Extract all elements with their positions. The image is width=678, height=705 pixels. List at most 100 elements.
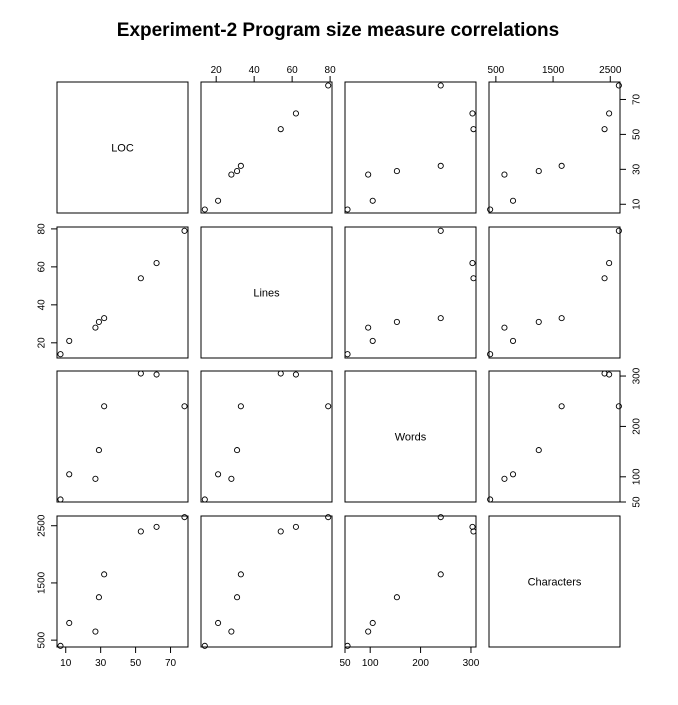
data-point-characters-vs-words-4: [437, 571, 444, 578]
data-point-characters-vs-loc-3: [95, 594, 102, 601]
bottom-tick-label-2-2: 200: [412, 658, 429, 669]
data-point-characters-vs-loc-0: [57, 642, 64, 649]
data-point-lines-vs-words-0: [344, 351, 351, 358]
variable-label-characters: Characters: [528, 577, 582, 589]
right-tick-label-2-0: 50: [632, 496, 643, 508]
data-point-loc-vs-characters-4: [558, 162, 565, 169]
top-tick-label-3-2: 2500: [599, 65, 622, 76]
panel-1-1: [200, 226, 333, 359]
data-point-characters-vs-lines-6: [292, 523, 299, 530]
data-point-characters-vs-words-1: [369, 619, 376, 627]
bottom-tick-label-2-1: 100: [362, 658, 379, 669]
data-point-characters-vs-lines-3: [234, 594, 241, 601]
data-point-loc-vs-characters-5: [601, 126, 608, 133]
top-tick-label-1-1: 40: [249, 65, 261, 76]
right-tick-label-0-1: 30: [632, 163, 643, 175]
panel-0-0: [56, 81, 189, 214]
data-point-lines-vs-characters-6: [606, 260, 613, 267]
data-point-words-vs-characters-4: [558, 403, 565, 410]
data-point-characters-vs-words-3: [393, 594, 400, 601]
panel-3-1: [200, 515, 333, 648]
data-point-lines-vs-characters-5: [601, 275, 608, 282]
data-point-words-vs-lines-2: [228, 475, 235, 482]
data-point-characters-vs-loc-1: [66, 619, 73, 627]
data-point-loc-vs-lines-5: [277, 126, 284, 133]
bottom-tick-label-2-3: 300: [463, 658, 480, 669]
data-point-characters-vs-lines-2: [228, 628, 235, 635]
chart-title: Experiment-2 Program size measure correl…: [117, 20, 559, 41]
data-point-loc-vs-characters-3: [535, 168, 542, 175]
panel-1-0: [56, 226, 189, 359]
data-point-words-vs-lines-0: [201, 496, 208, 503]
panel-2-1: [200, 370, 333, 503]
variable-label-words: Words: [395, 432, 427, 444]
data-point-lines-vs-words-5: [470, 275, 477, 282]
panel-2-2: [344, 370, 477, 503]
variable-label-lines: Lines: [253, 288, 280, 300]
data-point-words-vs-loc-7: [181, 403, 188, 410]
left-tick-label-3-2: 2500: [37, 514, 48, 537]
right-tick-label-0-2: 50: [632, 128, 643, 140]
data-point-lines-vs-characters-3: [535, 318, 542, 325]
left-tick-label-1-0: 20: [37, 337, 48, 349]
data-point-lines-vs-characters-4: [558, 315, 565, 322]
data-point-words-vs-characters-7: [615, 403, 622, 410]
left-tick-label-3-0: 500: [37, 631, 48, 648]
right-tick-label-0-0: 10: [632, 198, 643, 210]
data-point-loc-vs-characters-2: [501, 171, 508, 178]
top-tick-label-1-3: 80: [325, 65, 337, 76]
data-point-loc-vs-characters-0: [487, 206, 494, 213]
data-point-characters-vs-words-5: [470, 528, 477, 535]
data-point-words-vs-loc-6: [153, 371, 160, 378]
data-point-loc-vs-words-4: [437, 162, 444, 169]
data-point-loc-vs-words-5: [470, 126, 477, 133]
data-point-loc-vs-lines-2: [228, 171, 235, 178]
data-point-loc-vs-words-0: [344, 206, 351, 213]
data-point-words-vs-characters-2: [501, 475, 508, 482]
data-point-loc-vs-lines-4: [237, 162, 244, 169]
data-point-characters-vs-words-6: [469, 523, 476, 530]
data-point-lines-vs-characters-0: [487, 351, 494, 358]
data-point-lines-vs-loc-0: [57, 351, 64, 358]
right-tick-label-2-3: 300: [632, 367, 643, 384]
data-point-loc-vs-lines-1: [215, 197, 222, 204]
data-point-words-vs-lines-5: [277, 370, 284, 377]
data-point-characters-vs-loc-4: [101, 571, 108, 578]
bottom-tick-label-0-3: 70: [165, 658, 177, 669]
data-point-lines-vs-words-7: [437, 227, 444, 234]
data-point-words-vs-characters-0: [487, 496, 494, 503]
data-point-words-vs-loc-1: [66, 471, 73, 478]
top-tick-label-1-2: 60: [287, 65, 299, 76]
data-point-loc-vs-lines-7: [325, 82, 332, 89]
data-point-lines-vs-words-1: [369, 337, 376, 344]
data-point-characters-vs-words-7: [437, 514, 444, 521]
top-tick-label-3-0: 500: [488, 65, 505, 76]
right-tick-label-0-3: 70: [632, 93, 643, 105]
panel-1-2: [344, 226, 477, 359]
variable-label-loc: LOC: [111, 143, 134, 155]
data-point-characters-vs-lines-0: [201, 642, 208, 649]
data-point-words-vs-characters-3: [535, 447, 542, 454]
data-point-loc-vs-words-6: [469, 110, 476, 117]
left-tick-label-3-1: 1500: [37, 571, 48, 594]
data-point-words-vs-lines-4: [237, 403, 244, 410]
data-point-characters-vs-words-0: [344, 642, 351, 649]
panel-3-3: [488, 515, 621, 648]
panel-0-1: [200, 81, 333, 214]
data-point-lines-vs-loc-4: [101, 315, 108, 322]
data-point-lines-vs-characters-1: [509, 337, 517, 344]
data-point-loc-vs-characters-1: [509, 197, 517, 204]
data-point-loc-vs-characters-6: [606, 110, 613, 117]
data-point-lines-vs-loc-2: [92, 324, 99, 331]
data-point-lines-vs-words-2: [365, 324, 372, 331]
data-point-characters-vs-loc-2: [92, 628, 99, 635]
panel-0-3: [488, 81, 621, 214]
data-point-loc-vs-words-7: [437, 82, 444, 89]
panel-2-3: [488, 370, 621, 503]
left-tick-label-1-2: 60: [37, 261, 48, 273]
panel-3-0: [56, 515, 189, 648]
data-point-words-vs-lines-3: [234, 447, 241, 454]
top-tick-label-1-0: 20: [211, 65, 223, 76]
data-point-characters-vs-loc-5: [137, 528, 144, 535]
data-point-words-vs-lines-7: [325, 403, 332, 410]
